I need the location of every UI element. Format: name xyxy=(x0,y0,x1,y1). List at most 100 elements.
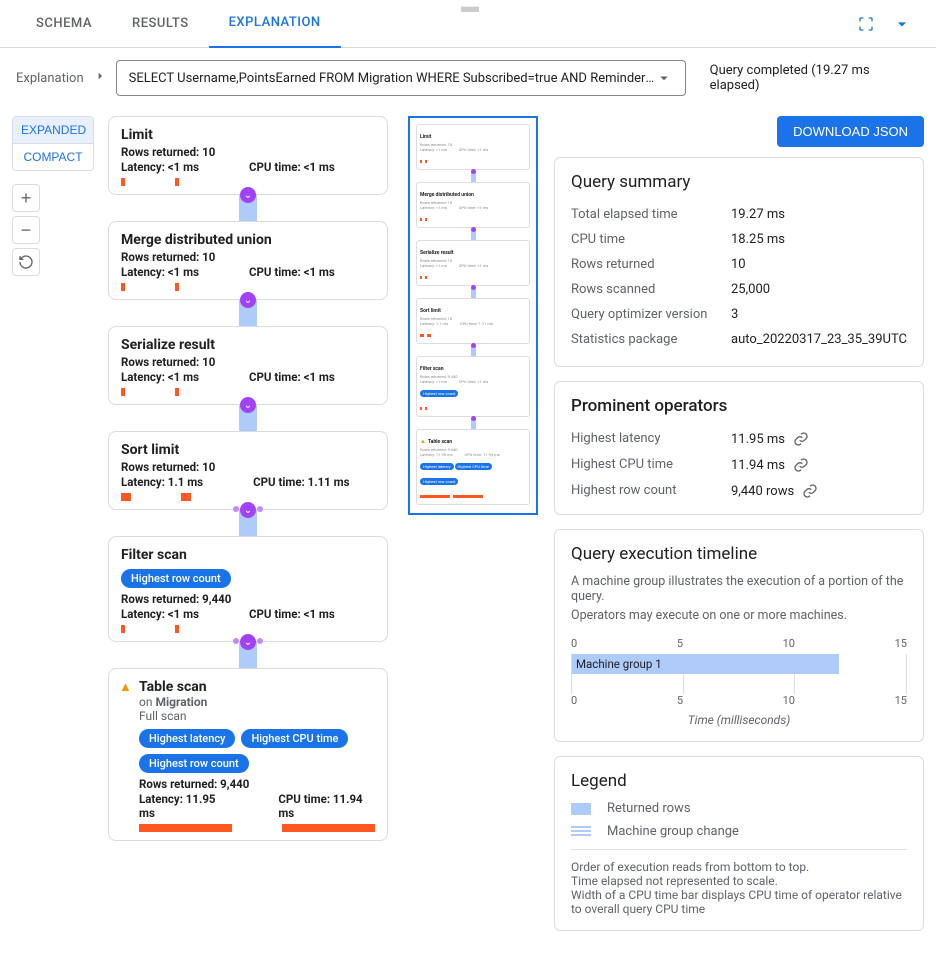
cpu-bar xyxy=(181,493,191,501)
query-select-text: SELECT Username,PointsEarned FROM Migrat… xyxy=(129,71,655,86)
prominent-value[interactable]: 11.94 ms xyxy=(731,457,907,473)
chevron-down-icon[interactable] xyxy=(884,6,920,42)
prominent-operators-panel: Prominent operators Highest latency11.95… xyxy=(554,381,924,515)
minimap-panel: LimitRows returned: 10Latency: <1 msCPU … xyxy=(408,116,538,945)
timeline-title: Query execution timeline xyxy=(571,544,907,564)
minimap-node: Filter scanRows returned: 9,440Latency: … xyxy=(416,356,530,417)
prominent-row: Highest row count9,440 rows xyxy=(571,478,907,504)
minimap[interactable]: LimitRows returned: 10Latency: <1 msCPU … xyxy=(408,116,538,515)
expand-icon[interactable]: ⌄ xyxy=(240,634,256,650)
prominent-title: Prominent operators xyxy=(571,396,907,416)
plan-node[interactable]: Filter scanHighest row countRows returne… xyxy=(108,536,388,642)
summary-key: CPU time xyxy=(571,232,731,247)
expand-icon[interactable]: ⌄ xyxy=(240,187,256,203)
expand-icon[interactable]: ⌄ xyxy=(240,292,256,308)
latency-bar xyxy=(121,283,125,291)
summary-key: Statistics package xyxy=(571,332,731,347)
summary-row: Total elapsed time19.27 ms xyxy=(571,202,907,227)
view-toggle: EXPANDED COMPACT xyxy=(12,116,94,171)
expand-icon[interactable]: ⌄ xyxy=(240,397,256,413)
compact-button[interactable]: COMPACT xyxy=(13,143,93,170)
latency-bar xyxy=(121,493,131,501)
breadcrumb-row: Explanation SELECT Username,PointsEarned… xyxy=(0,48,936,108)
download-json-button[interactable]: DOWNLOAD JSON xyxy=(777,116,924,147)
summary-value: 25,000 xyxy=(731,282,907,297)
plan-node[interactable]: Sort limit Rows returned: 10Latency: 1.1 … xyxy=(108,431,388,510)
plan-node[interactable]: Serialize resultRows returned: 10Latency… xyxy=(108,326,388,405)
summary-row: Query optimizer version3 xyxy=(571,302,907,327)
drag-handle-icon[interactable]: ▬ xyxy=(461,0,475,17)
node-rows: Rows returned: 9,440 xyxy=(139,777,375,791)
minimap-node: ▲Table scanRows returned: 9,440Latency: … xyxy=(416,429,530,505)
legend-panel: Legend Returned rows Machine group chang… xyxy=(554,756,924,931)
connector: ⌄ xyxy=(239,195,257,221)
zoom-reset-button[interactable] xyxy=(12,248,40,276)
plan-node[interactable]: ▲Table scanon MigrationFull scanHighest … xyxy=(108,668,388,841)
summary-value: 10 xyxy=(731,257,907,272)
plan-node[interactable]: LimitRows returned: 10Latency: <1 msCPU … xyxy=(108,116,388,195)
node-rows: Rows returned: 10 xyxy=(121,460,375,474)
link-icon[interactable] xyxy=(802,483,818,499)
axis-tick: 5 xyxy=(677,637,683,650)
prominent-value[interactable]: 9,440 rows xyxy=(731,483,907,499)
connector: ⌄ xyxy=(239,300,257,326)
minimap-node: Sort limitRows returned: 10Latency: 1.1 … xyxy=(416,298,530,344)
node-rows: Rows returned: 10 xyxy=(121,145,375,159)
node-subtitle: on Migration xyxy=(139,695,375,709)
query-select[interactable]: SELECT Username,PointsEarned FROM Migrat… xyxy=(116,60,686,96)
tab-schema[interactable]: SCHEMA xyxy=(16,0,112,48)
plan-node[interactable]: Merge distributed unionRows returned: 10… xyxy=(108,221,388,300)
node-latency: Latency: <1 ms xyxy=(121,370,199,384)
zoom-out-button[interactable]: − xyxy=(12,216,40,244)
axis-tick: 0 xyxy=(571,637,577,650)
minimap-connector xyxy=(471,346,476,356)
node-cpu: CPU time: <1 ms xyxy=(249,265,335,279)
expand-icon[interactable]: ⌄ xyxy=(240,502,256,518)
plan-tree-panel: EXPANDED COMPACT + − Limit Rows returned:… xyxy=(12,116,392,945)
query-summary-panel: Query summary Total elapsed time19.27 ms… xyxy=(554,157,924,367)
axis-tick: 10 xyxy=(783,637,795,650)
prominent-value[interactable]: 11.95 ms xyxy=(731,431,907,447)
timeline-panel: Query execution timeline A machine group… xyxy=(554,529,924,742)
tab-explanation[interactable]: EXPLANATION xyxy=(209,0,341,48)
zoom-in-button[interactable]: + xyxy=(12,184,40,212)
node-title: Limit xyxy=(121,127,375,143)
query-status: Query completed (19.27 ms elapsed) xyxy=(694,63,920,93)
chevron-right-icon xyxy=(92,68,108,88)
node-title: Filter scan xyxy=(121,547,375,563)
node-rows: Rows returned: 10 xyxy=(121,250,375,264)
link-icon[interactable] xyxy=(793,431,809,447)
summary-row: Rows scanned25,000 xyxy=(571,277,907,302)
latency-bar xyxy=(121,625,125,633)
axis-tick: 5 xyxy=(677,694,683,707)
legend-swatch-returned xyxy=(571,803,591,815)
expanded-button[interactable]: EXPANDED xyxy=(13,117,93,143)
summary-row: Rows returned10 xyxy=(571,252,907,277)
summary-value: 18.25 ms xyxy=(731,232,907,247)
connector: ⌄ xyxy=(239,510,257,536)
cpu-bar xyxy=(175,625,179,633)
node-badge: Highest row count xyxy=(121,569,231,588)
prominent-row: Highest latency11.95 ms xyxy=(571,426,907,452)
node-latency: Latency: <1 ms xyxy=(121,265,199,279)
node-latency: Latency: 1.1 ms xyxy=(121,475,203,489)
node-cpu: CPU time: <1 ms xyxy=(249,370,335,384)
link-icon[interactable] xyxy=(793,457,809,473)
connector: ⌄ xyxy=(239,642,257,668)
machine-group-bar[interactable]: Machine group 1 xyxy=(572,654,839,674)
node-cpu: CPU time: <1 ms xyxy=(249,607,335,621)
node-title: Sort limit xyxy=(121,442,375,458)
node-latency: Latency: <1 ms xyxy=(121,160,199,174)
minimap-connector xyxy=(471,288,476,298)
cpu-bar xyxy=(175,178,179,186)
legend-swatch-mgc xyxy=(571,826,591,838)
summary-value: 3 xyxy=(731,307,907,322)
node-badge: Highest latency xyxy=(139,729,235,748)
timeline-axis-label: Time (milliseconds) xyxy=(571,713,907,727)
warning-icon: ▲ xyxy=(119,679,132,695)
timeline-chart: Machine group 1 xyxy=(571,654,907,694)
node-cpu: CPU time: 1.11 ms xyxy=(253,475,349,489)
tab-results[interactable]: RESULTS xyxy=(112,0,209,48)
fullscreen-icon[interactable] xyxy=(848,6,884,42)
timeline-axis-top: 051015 xyxy=(571,637,907,650)
